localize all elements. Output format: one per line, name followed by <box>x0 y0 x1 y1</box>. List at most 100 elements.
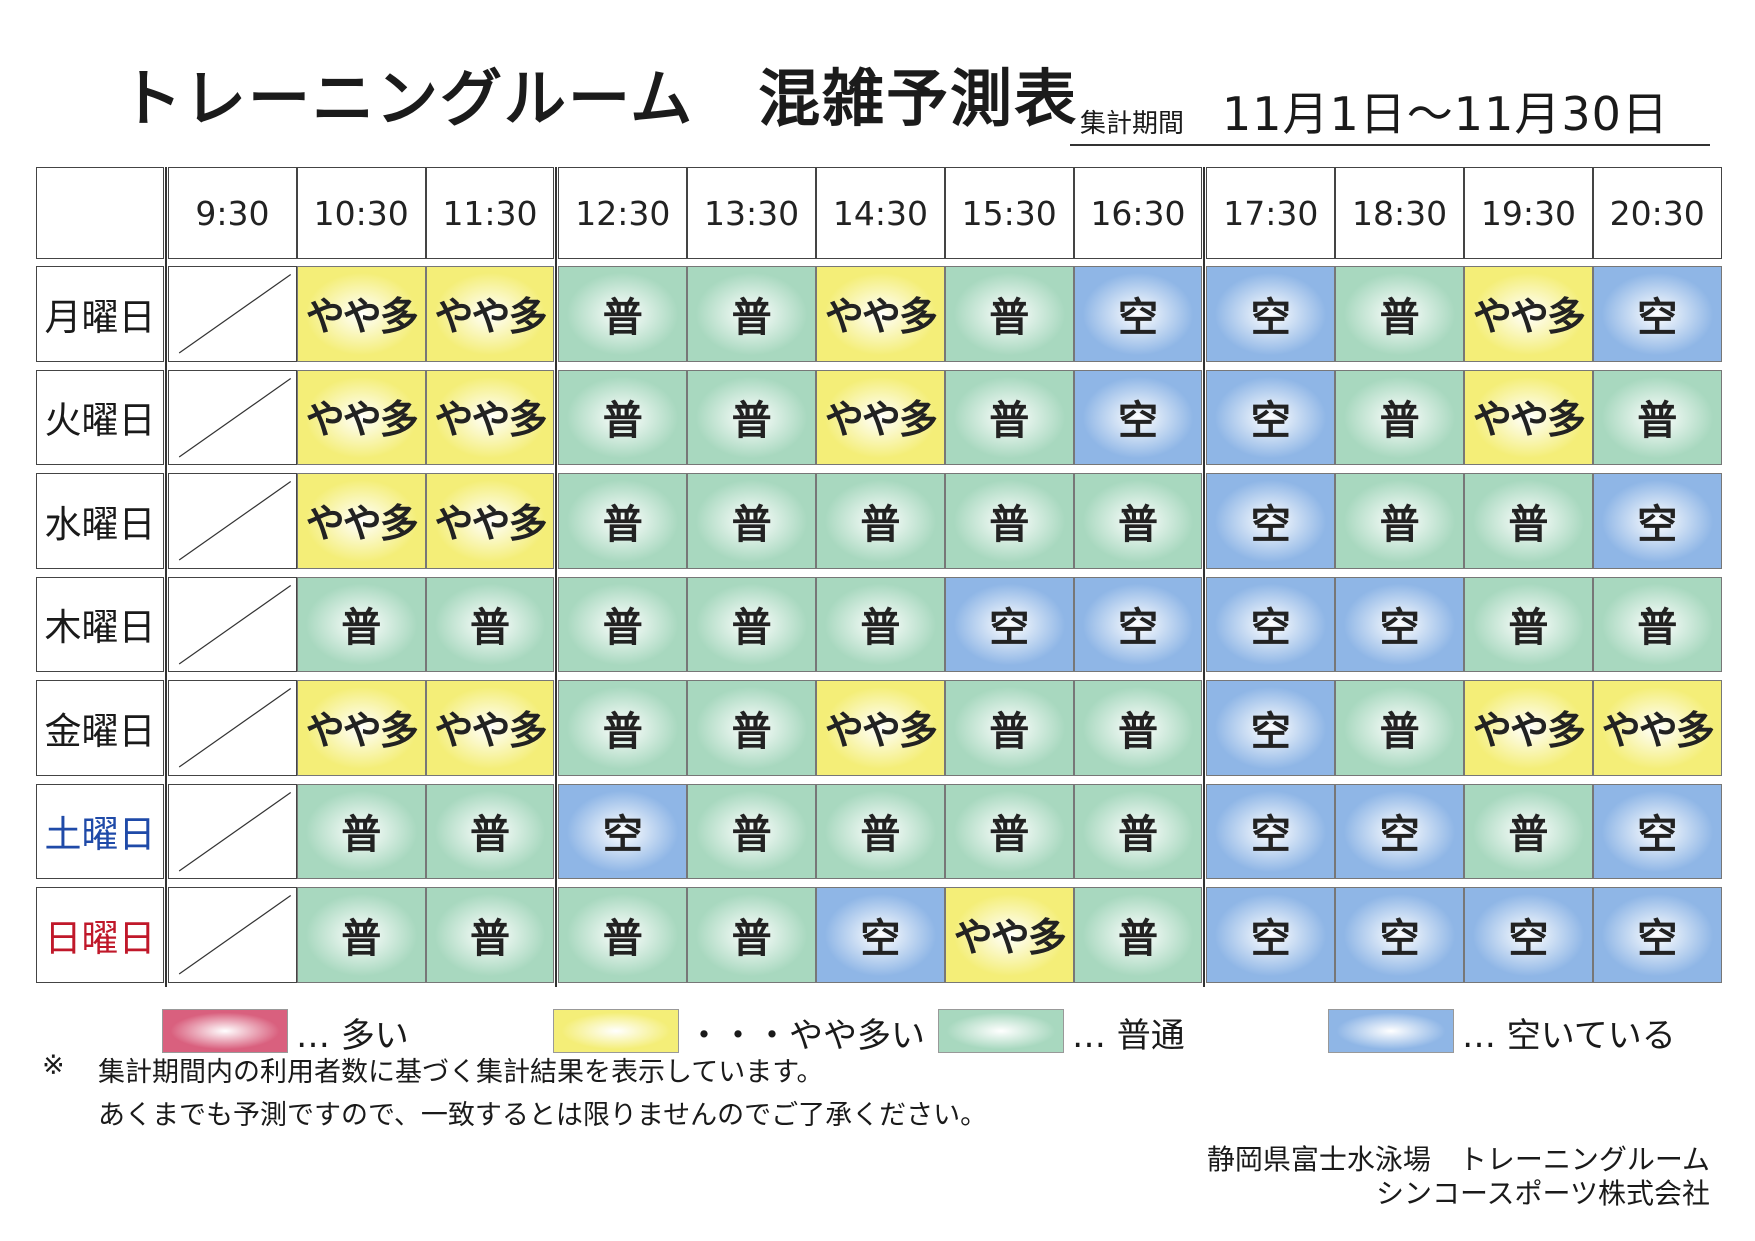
day-label: 水曜日 <box>36 473 164 569</box>
legend-swatch-empty <box>1328 1009 1454 1053</box>
no-data-cell <box>168 473 297 569</box>
congestion-cell-normal: 普 <box>687 783 816 879</box>
no-data-cell <box>168 266 297 362</box>
time-slot-header: 14:30 <box>816 167 945 259</box>
day-label: 金曜日 <box>36 680 164 776</box>
congestion-cell-empty: 空 <box>1592 887 1722 983</box>
congestion-cell-somewhat: やや多 <box>1464 266 1593 362</box>
congestion-cell-normal: 普 <box>1464 783 1593 879</box>
congestion-cell-normal: 普 <box>1464 576 1593 672</box>
no-data-cell <box>168 680 297 776</box>
congestion-cell-somewhat: やや多 <box>296 473 426 569</box>
congestion-cell-normal: 普 <box>1335 473 1464 569</box>
congestion-cell-empty: 空 <box>1592 473 1722 569</box>
congestion-cell-normal: 普 <box>687 266 816 362</box>
congestion-cell-normal: 普 <box>1335 266 1464 362</box>
legend-swatch-somewhat <box>553 1009 679 1053</box>
congestion-cell-somewhat: やや多 <box>944 887 1074 983</box>
note-mark: ※ <box>42 1050 65 1081</box>
congestion-cell-normal: 普 <box>1464 473 1593 569</box>
day-label: 土曜日 <box>36 783 164 879</box>
congestion-cell-empty: 空 <box>1073 266 1203 362</box>
congestion-cell-normal: 普 <box>1592 369 1722 465</box>
time-slot-header: 12:30 <box>558 167 688 259</box>
no-data-cell <box>168 783 297 879</box>
congestion-table: 9:30 10:30 11:30 12:30 13:30 14:30 15:30 16:30 1… <box>36 167 1722 987</box>
congestion-cell-somewhat: やや多 <box>425 369 555 465</box>
congestion-cell-somewhat: やや多 <box>296 369 426 465</box>
congestion-cell-normal: 普 <box>1073 680 1203 776</box>
time-slot-header: 9:30 <box>168 167 297 259</box>
congestion-cell-empty: 空 <box>558 783 688 879</box>
header-corner <box>36 167 164 259</box>
congestion-cell-normal: 普 <box>1335 369 1464 465</box>
congestion-cell-empty: 空 <box>1206 680 1336 776</box>
congestion-cell-somewhat: やや多 <box>1592 680 1722 776</box>
congestion-cell-somewhat: やや多 <box>816 266 945 362</box>
legend-swatch-high <box>162 1009 288 1053</box>
congestion-cell-empty: 空 <box>1206 266 1336 362</box>
congestion-cell-empty: 空 <box>1073 576 1203 672</box>
congestion-cell-empty: 空 <box>1335 887 1464 983</box>
group-separator <box>555 167 558 987</box>
legend-label-high: … 多い <box>296 1016 409 1056</box>
time-slot-header: 19:30 <box>1464 167 1593 259</box>
congestion-cell-somewhat: やや多 <box>296 266 426 362</box>
legend-swatch-normal <box>938 1009 1064 1053</box>
congestion-cell-empty: 空 <box>1335 783 1464 879</box>
congestion-cell-normal: 普 <box>1073 783 1203 879</box>
congestion-cell-normal: 普 <box>944 473 1074 569</box>
note-line-1: 集計期間内の利用者数に基づく集計結果を表示しています。 <box>98 1057 824 1088</box>
footer-facility: 静岡県富士水泳場 トレーニングルーム <box>1206 1143 1710 1176</box>
congestion-cell-normal: 普 <box>558 576 688 672</box>
time-slot-header: 11:30 <box>425 167 555 259</box>
page-title: トレーニングルーム 混雑予測表 <box>120 62 1079 135</box>
congestion-cell-normal: 普 <box>1335 680 1464 776</box>
congestion-cell-empty: 空 <box>944 576 1074 672</box>
congestion-cell-somewhat: やや多 <box>425 266 555 362</box>
time-slot-header: 13:30 <box>687 167 816 259</box>
congestion-cell-empty: 空 <box>816 887 945 983</box>
congestion-cell-empty: 空 <box>1206 576 1336 672</box>
congestion-cell-normal: 普 <box>816 783 945 879</box>
no-data-cell <box>168 576 297 672</box>
congestion-cell-normal: 普 <box>558 473 688 569</box>
time-slot-header: 18:30 <box>1335 167 1464 259</box>
time-slot-header: 10:30 <box>296 167 426 259</box>
no-data-cell <box>168 887 297 983</box>
period-value: 11月1日〜11月30日 <box>1222 87 1669 141</box>
time-slot-header: 20:30 <box>1592 167 1722 259</box>
congestion-cell-somewhat: やや多 <box>296 680 426 776</box>
congestion-cell-normal: 普 <box>816 576 945 672</box>
congestion-cell-normal: 普 <box>687 576 816 672</box>
congestion-cell-normal: 普 <box>687 887 816 983</box>
day-label: 火曜日 <box>36 369 164 465</box>
period-label: 集計期間 <box>1080 109 1185 139</box>
legend-label-normal: … 普通 <box>1072 1016 1185 1056</box>
congestion-cell-empty: 空 <box>1592 266 1722 362</box>
congestion-cell-normal: 普 <box>558 887 688 983</box>
congestion-cell-normal: 普 <box>425 576 555 672</box>
congestion-cell-normal: 普 <box>558 680 688 776</box>
footer-company: シンコースポーツ株式会社 <box>1375 1177 1710 1210</box>
congestion-cell-somewhat: やや多 <box>816 680 945 776</box>
congestion-cell-normal: 普 <box>296 576 426 672</box>
time-slot-header: 17:30 <box>1206 167 1336 259</box>
congestion-cell-normal: 普 <box>1592 576 1722 672</box>
congestion-cell-somewhat: やや多 <box>425 680 555 776</box>
congestion-cell-normal: 普 <box>425 783 555 879</box>
congestion-cell-empty: 空 <box>1206 369 1336 465</box>
congestion-cell-empty: 空 <box>1206 783 1336 879</box>
aggregation-period: 集計期間 11月1日〜11月30日 <box>1070 87 1710 146</box>
congestion-cell-empty: 空 <box>1464 887 1593 983</box>
congestion-cell-normal: 普 <box>944 783 1074 879</box>
congestion-cell-normal: 普 <box>687 473 816 569</box>
congestion-cell-normal: 普 <box>944 266 1074 362</box>
time-slot-header: 15:30 <box>944 167 1074 259</box>
congestion-cell-empty: 空 <box>1206 473 1336 569</box>
congestion-cell-normal: 普 <box>558 369 688 465</box>
congestion-cell-empty: 空 <box>1206 887 1336 983</box>
congestion-cell-empty: 空 <box>1592 783 1722 879</box>
congestion-cell-normal: 普 <box>425 887 555 983</box>
day-label: 月曜日 <box>36 266 164 362</box>
